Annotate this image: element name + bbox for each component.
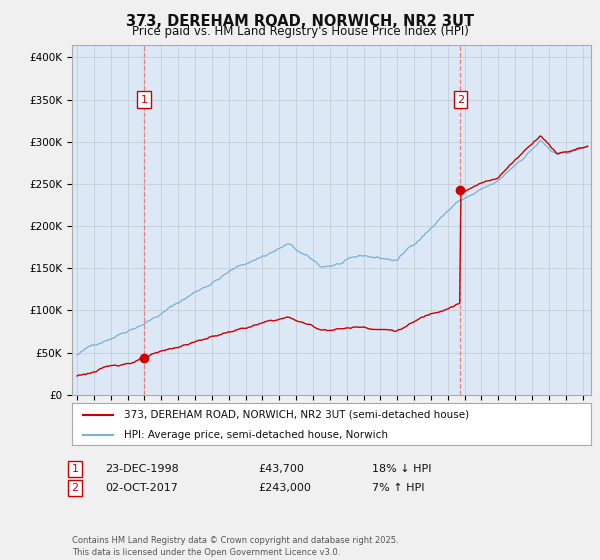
Text: HPI: Average price, semi-detached house, Norwich: HPI: Average price, semi-detached house,… xyxy=(124,430,388,440)
Text: £43,700: £43,700 xyxy=(258,464,304,474)
Text: 373, DEREHAM ROAD, NORWICH, NR2 3UT: 373, DEREHAM ROAD, NORWICH, NR2 3UT xyxy=(126,14,474,29)
Text: £243,000: £243,000 xyxy=(258,483,311,493)
Text: 373, DEREHAM ROAD, NORWICH, NR2 3UT (semi-detached house): 373, DEREHAM ROAD, NORWICH, NR2 3UT (sem… xyxy=(124,410,469,420)
Text: 2: 2 xyxy=(457,95,464,105)
Text: 2: 2 xyxy=(71,483,79,493)
Text: Contains HM Land Registry data © Crown copyright and database right 2025.
This d: Contains HM Land Registry data © Crown c… xyxy=(72,536,398,557)
Text: 02-OCT-2017: 02-OCT-2017 xyxy=(105,483,178,493)
Text: 1: 1 xyxy=(140,95,148,105)
Text: 18% ↓ HPI: 18% ↓ HPI xyxy=(372,464,431,474)
Text: 23-DEC-1998: 23-DEC-1998 xyxy=(105,464,179,474)
Text: 1: 1 xyxy=(71,464,79,474)
Text: Price paid vs. HM Land Registry's House Price Index (HPI): Price paid vs. HM Land Registry's House … xyxy=(131,25,469,38)
Text: 7% ↑ HPI: 7% ↑ HPI xyxy=(372,483,425,493)
